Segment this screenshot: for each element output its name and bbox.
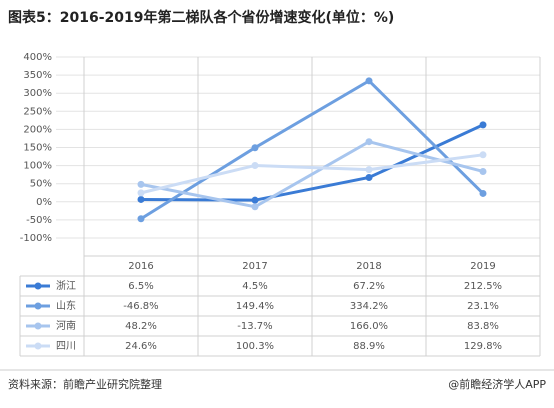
table-value: 149.4% <box>236 301 274 312</box>
point <box>137 180 145 188</box>
y-tick-label: -50% <box>26 215 52 226</box>
table-value: -46.8% <box>123 301 158 312</box>
point <box>251 161 259 169</box>
source: 资料来源：前瞻产业研究院整理 <box>8 377 162 391</box>
point <box>479 121 487 129</box>
point <box>251 203 259 211</box>
table-value: 83.8% <box>467 321 499 332</box>
point <box>479 151 487 159</box>
chart-title: 图表5：2016-2019年第二梯队各个省份增速变化(单位：%) <box>8 9 394 26</box>
x-tick-label: 2019 <box>470 261 495 272</box>
y-tick-label: 400% <box>23 52 52 63</box>
table-value: 212.5% <box>464 281 502 292</box>
table-value: 4.5% <box>242 281 267 292</box>
y-tick-label: 350% <box>23 70 52 81</box>
point <box>365 173 373 181</box>
legend-label: 四川 <box>56 341 76 352</box>
series-line <box>140 123 484 202</box>
legend-label: 浙江 <box>56 280 76 292</box>
point <box>251 144 259 152</box>
x-tick-label: 2017 <box>242 261 267 272</box>
table-value: 166.0% <box>350 321 388 332</box>
y-tick-label: 150% <box>23 143 52 154</box>
table-value: 129.8% <box>464 341 502 352</box>
x-tick-label: 2018 <box>356 261 381 272</box>
point <box>365 138 373 146</box>
y-tick-label: 0% <box>36 197 52 208</box>
legend-marker <box>34 322 42 330</box>
x-tick-label: 2016 <box>128 261 153 272</box>
y-tick-label: -100% <box>20 233 52 244</box>
legend-label: 河南 <box>56 319 76 332</box>
table-value: 100.3% <box>236 341 274 352</box>
point <box>479 189 487 197</box>
brand: @前瞻经济学人APP <box>448 377 546 391</box>
point <box>137 215 145 223</box>
y-tick-label: 300% <box>23 88 52 99</box>
table-value: 6.5% <box>128 281 153 292</box>
point <box>137 189 145 197</box>
point <box>479 167 487 175</box>
point <box>365 166 373 174</box>
series-line <box>140 153 484 195</box>
table-value: 24.6% <box>125 341 157 352</box>
y-tick-label: 50% <box>30 179 52 190</box>
table-value: 334.2% <box>350 301 388 312</box>
legend-label: 山东 <box>56 299 76 312</box>
point <box>137 195 145 203</box>
table-value: 48.2% <box>125 321 157 332</box>
y-tick-label: 200% <box>23 124 52 135</box>
legend-marker <box>34 342 42 350</box>
legend-marker <box>34 282 42 290</box>
point <box>251 196 259 204</box>
table-value: 67.2% <box>353 281 385 292</box>
y-tick-label: 100% <box>23 161 52 172</box>
table-value: -13.7% <box>237 321 272 332</box>
table-value: 23.1% <box>467 301 499 312</box>
series-line <box>140 78 485 221</box>
legend-marker <box>34 302 42 310</box>
table-value: 88.9% <box>353 341 385 352</box>
point <box>365 77 373 85</box>
series-line <box>140 140 484 209</box>
y-tick-label: 250% <box>23 106 52 117</box>
